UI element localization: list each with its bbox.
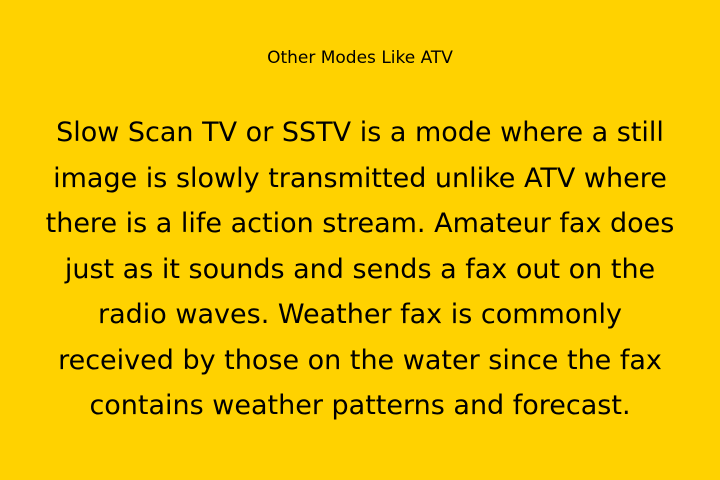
body-line: radio waves. Weather fax is commonly xyxy=(98,299,622,330)
body-line: there is a life action stream. Amateur f… xyxy=(45,208,675,239)
body-line: contains weather patterns and forecast. xyxy=(89,390,631,421)
body-line: image is slowly transmitted unlike ATV w… xyxy=(53,162,667,194)
body-line: just as it sounds and sends a fax out on… xyxy=(64,253,656,285)
body-line: Slow Scan TV or SSTV is a mode where a s… xyxy=(56,117,664,148)
slide-title: Other Modes Like ATV xyxy=(267,48,453,68)
body-line: received by those on the water since the… xyxy=(58,344,662,376)
slide-body-text: Slow Scan TV or SSTV is a mode where a s… xyxy=(8,110,712,429)
